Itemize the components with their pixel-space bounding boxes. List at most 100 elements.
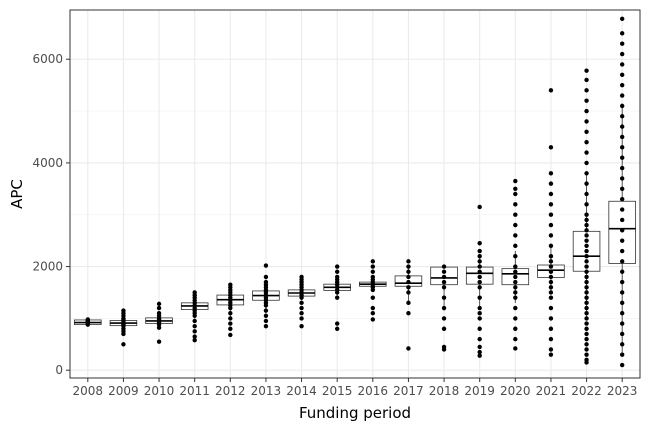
- data-point-2010: [156, 311, 162, 316]
- data-point-2018: [441, 285, 447, 290]
- data-point-2017: [406, 274, 411, 280]
- data-point-2022: [584, 269, 589, 274]
- y-axis: 0 2000 4000 6000: [32, 52, 70, 377]
- data-point-2021: [548, 336, 554, 342]
- x-tick-label-2021: 2021: [536, 384, 567, 398]
- data-point-2020: [513, 305, 518, 311]
- data-point-2023: [619, 269, 625, 274]
- data-point-2018: [441, 326, 447, 331]
- y-axis-title: APC: [8, 179, 26, 209]
- data-point-2022: [584, 316, 589, 321]
- data-point-2017: [406, 346, 411, 351]
- data-point-2019: [477, 241, 482, 246]
- data-point-2021: [548, 295, 554, 300]
- data-point-2022: [584, 160, 589, 166]
- data-point-2020: [513, 233, 518, 238]
- data-point-2020: [513, 326, 518, 331]
- data-point-2023: [619, 165, 625, 171]
- data-point-2023: [619, 259, 625, 264]
- data-point-2022: [584, 321, 589, 326]
- data-point-2017: [406, 264, 411, 269]
- data-point-2021: [548, 145, 554, 150]
- data-point-2019: [477, 204, 482, 210]
- data-point-2022: [584, 238, 589, 243]
- data-point-2019: [477, 336, 482, 342]
- data-point-2014: [299, 316, 304, 321]
- data-point-2020: [513, 269, 518, 274]
- data-point-2022: [584, 347, 589, 352]
- data-point-2022: [584, 326, 589, 331]
- data-point-2020: [513, 202, 518, 207]
- data-point-2019: [477, 326, 482, 331]
- x-tick-label-2016: 2016: [358, 384, 389, 398]
- x-tick-label-2017: 2017: [393, 384, 424, 398]
- data-point-2013: [263, 313, 269, 319]
- data-point-2014: [299, 300, 304, 306]
- data-point-2023: [619, 321, 625, 326]
- data-point-2019: [477, 344, 482, 350]
- data-point-2021: [548, 290, 554, 295]
- data-point-2020: [513, 212, 518, 217]
- x-tick-label-2022: 2022: [571, 384, 602, 398]
- x-tick-label-2009: 2009: [108, 384, 139, 398]
- data-point-2023: [619, 248, 625, 254]
- data-point-2023: [619, 176, 625, 181]
- data-point-2023: [619, 16, 625, 22]
- data-point-2023: [619, 331, 625, 337]
- data-point-2023: [619, 145, 625, 150]
- data-point-2017: [406, 311, 411, 316]
- data-point-2015: [334, 321, 340, 326]
- data-point-2023: [619, 134, 625, 140]
- data-point-2021: [548, 352, 554, 357]
- data-point-2022: [584, 150, 589, 155]
- data-point-2016: [370, 305, 376, 311]
- data-point-2022: [584, 191, 589, 197]
- data-point-2015: [334, 274, 340, 280]
- data-point-2022: [584, 279, 589, 285]
- data-point-2021: [548, 222, 554, 228]
- outlier-points: [85, 16, 625, 368]
- data-point-2022: [584, 77, 589, 83]
- data-point-2023: [619, 155, 625, 160]
- data-point-2016: [370, 264, 376, 269]
- data-point-2022: [584, 119, 589, 124]
- data-point-2020: [513, 186, 518, 192]
- data-point-2021: [548, 88, 554, 93]
- data-point-2023: [619, 217, 625, 223]
- data-point-2017: [406, 259, 411, 264]
- data-point-2019: [477, 316, 482, 321]
- data-point-2015: [334, 269, 340, 274]
- data-point-2023: [619, 62, 625, 67]
- x-axis: 2008 2009 2010 2011 2012 2013 2014 2015 2016 2017…: [73, 378, 637, 398]
- data-point-2022: [584, 108, 589, 114]
- data-point-2022: [584, 357, 589, 363]
- data-point-2016: [370, 259, 376, 264]
- data-point-2018: [441, 279, 447, 285]
- data-point-2021: [548, 326, 554, 331]
- data-point-2012: [228, 282, 233, 287]
- data-point-2010: [156, 325, 162, 330]
- data-point-2021: [548, 253, 554, 259]
- y-tick-label: 2000: [32, 260, 63, 274]
- data-point-2013: [263, 279, 269, 285]
- data-point-2015: [334, 264, 340, 269]
- data-point-2011: [192, 290, 197, 295]
- plot-panel-border: [69, 9, 641, 379]
- data-point-2018: [441, 274, 447, 280]
- data-point-2022: [584, 212, 589, 217]
- data-point-2023: [619, 31, 625, 36]
- data-point-2019: [477, 248, 482, 254]
- x-tick-label-2018: 2018: [429, 384, 460, 398]
- data-point-2021: [548, 269, 554, 274]
- x-tick-label-2015: 2015: [322, 384, 353, 398]
- data-point-2014: [299, 305, 304, 311]
- data-point-2021: [548, 279, 554, 285]
- data-point-2017: [406, 300, 411, 306]
- data-point-2022: [584, 248, 589, 254]
- data-point-2011: [192, 323, 197, 329]
- data-point-2022: [584, 300, 589, 306]
- data-point-2019: [477, 285, 482, 290]
- data-point-2018: [441, 344, 447, 350]
- data-point-2023: [619, 124, 625, 129]
